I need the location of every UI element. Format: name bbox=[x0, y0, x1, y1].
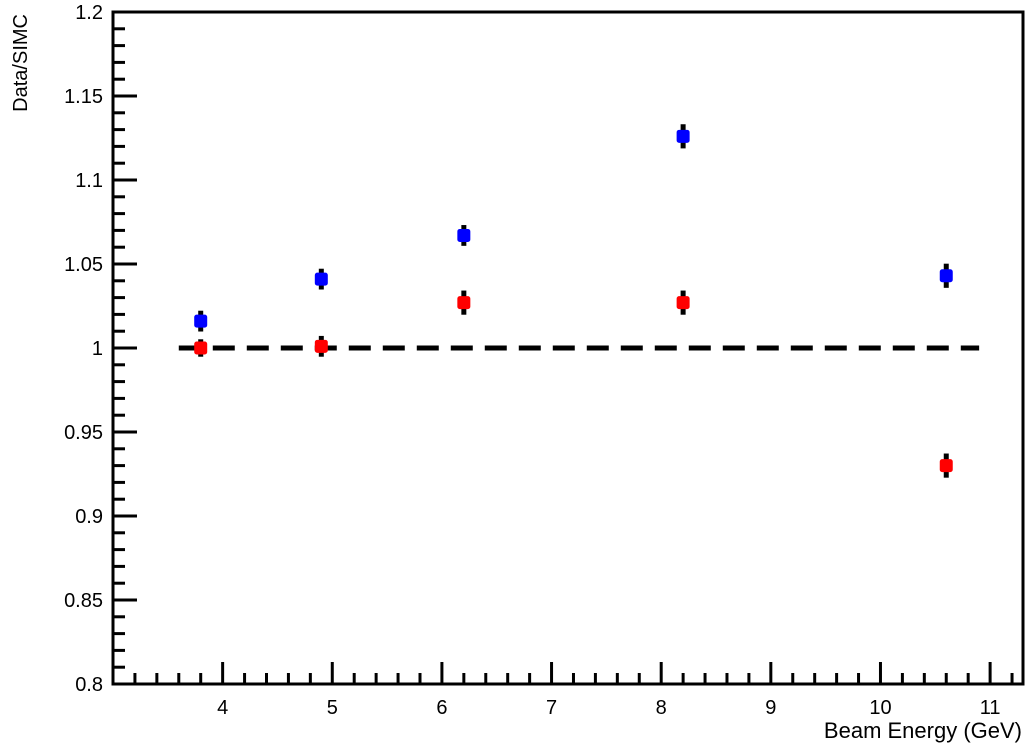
x-tick-label: 10 bbox=[869, 697, 891, 719]
y-tick-label: 1.1 bbox=[75, 170, 103, 192]
y-axis-label: Data/SIMC bbox=[10, 14, 32, 112]
data-point-series-1 bbox=[939, 269, 953, 283]
y-tick-label: 0.95 bbox=[64, 422, 103, 444]
x-tick-label: 9 bbox=[765, 697, 776, 719]
data-points-group bbox=[194, 124, 953, 478]
x-tick-label: 7 bbox=[546, 697, 557, 719]
data-point-series-1 bbox=[314, 272, 328, 286]
tick-labels-group: 0.8 0.85 0.9 0.95 1 1.05 1.1 1.15 1.2 4 5 6 7 8 9 10 11 bbox=[64, 2, 1000, 719]
x-tick-label: 11 bbox=[980, 697, 1001, 719]
data-point-series-1 bbox=[194, 314, 208, 328]
data-point-series-2 bbox=[939, 459, 953, 473]
y-tick-label: 0.85 bbox=[64, 590, 103, 612]
data-point-series-2 bbox=[194, 341, 208, 355]
x-tick-label: 4 bbox=[217, 697, 228, 719]
x-tick-label: 8 bbox=[656, 697, 667, 719]
data-point-series-2 bbox=[676, 296, 690, 310]
y-tick-label: 1.05 bbox=[64, 254, 103, 276]
data-point-series-2 bbox=[457, 296, 471, 310]
x-tick-label: 5 bbox=[327, 697, 338, 719]
x-axis-label: Beam Energy (GeV) bbox=[824, 718, 1022, 743]
y-tick-label: 1.2 bbox=[75, 2, 103, 24]
y-tick-label: 0.8 bbox=[75, 674, 103, 696]
x-tick-label: 6 bbox=[436, 697, 447, 719]
data-point-series-1 bbox=[676, 129, 690, 143]
data-point-series-1 bbox=[457, 228, 471, 242]
data-point-series-2 bbox=[314, 339, 328, 353]
y-tick-label: 1.15 bbox=[64, 86, 103, 108]
y-tick-label: 0.9 bbox=[75, 506, 103, 528]
axis-ticks-group bbox=[111, 10, 1014, 686]
y-tick-label: 1 bbox=[92, 338, 103, 360]
